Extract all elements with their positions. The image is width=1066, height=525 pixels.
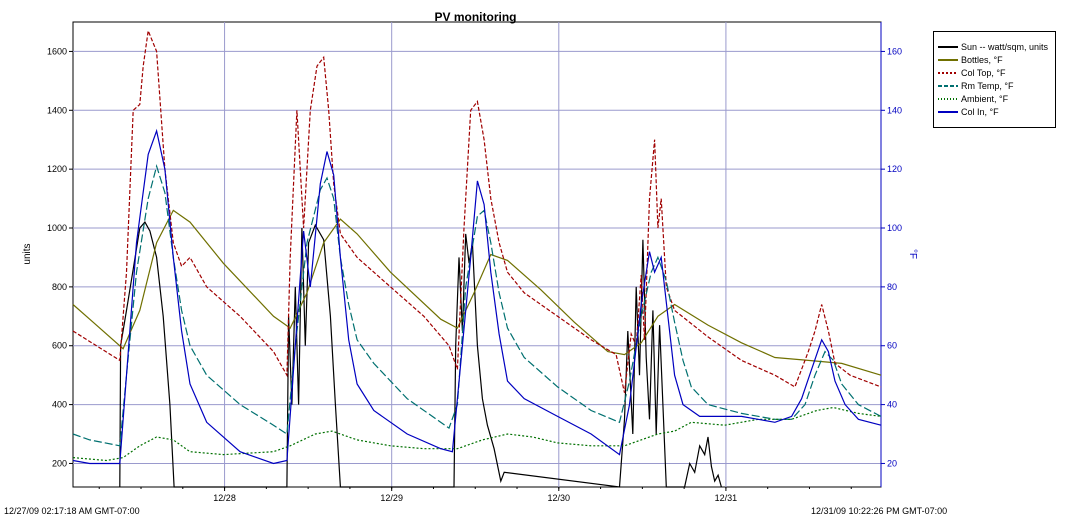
legend-label-col-in: Col In, °F — [961, 106, 999, 117]
series-line-2 — [72, 28, 882, 393]
axes: 200 400 600 800 1000 1200 1400 1600 20 40 60 80 100 1… — [47, 22, 902, 503]
legend-swatch-sun — [938, 45, 958, 48]
series-lines — [72, 28, 882, 488]
x-tick-label-0: 12/28 — [213, 493, 236, 503]
series-line-4 — [72, 406, 882, 462]
x-tick-label-1: 12/29 — [380, 493, 403, 503]
y-right-tick-label-0: 20 — [887, 458, 897, 468]
y-right-tick-label-5: 120 — [887, 164, 902, 174]
legend-label-ambient: Ambient, °F — [961, 93, 1009, 104]
y-right-tick-label-2: 60 — [887, 341, 897, 351]
y-left-tick-label-2: 600 — [52, 341, 67, 351]
y-right-tick-label-4: 100 — [887, 223, 902, 233]
y-left-tick-label-7: 1600 — [47, 46, 67, 56]
legend-label-sun: Sun -- watt/sqm, units — [961, 41, 1049, 52]
end-timestamp: 12/31/09 10:22:26 PM GMT-07:00 — [811, 506, 948, 516]
gridlines — [73, 22, 881, 487]
y-right-tick-label-7: 160 — [887, 46, 902, 56]
legend-label-rm-temp: Rm Temp, °F — [961, 80, 1014, 91]
legend-label-col-top: Col Top, °F — [961, 67, 1006, 78]
legend-item-bottles: Bottles, °F — [938, 54, 1003, 65]
chart-title: PV monitoring — [434, 10, 517, 24]
y-left-tick-label-1: 400 — [52, 400, 67, 410]
y-right-tick-label-6: 140 — [887, 105, 902, 115]
y-left-tick-label-3: 800 — [52, 282, 67, 292]
legend-item-rm-temp: Rm Temp, °F — [938, 80, 1013, 91]
legend-swatch-col-top — [938, 71, 958, 74]
legend-swatch-bottles — [938, 58, 958, 61]
y-axis-right-label: °F — [907, 249, 918, 259]
y-axis-left-label: units — [22, 243, 33, 264]
y-left-tick-label-0: 200 — [52, 458, 67, 468]
plot-area — [72, 21, 882, 488]
series-line-1 — [72, 209, 882, 376]
legend-item-col-in: Col In, °F — [938, 106, 999, 117]
legend: Sun -- watt/sqm, units Bottles, °F Col T… — [933, 31, 1056, 128]
x-tick-label-3: 12/31 — [715, 493, 738, 503]
y-left-tick-label-6: 1400 — [47, 105, 67, 115]
y-right-tick-label-3: 80 — [887, 282, 897, 292]
legend-item-col-top: Col Top, °F — [938, 67, 1005, 78]
legend-item-sun: Sun -- watt/sqm, units — [938, 41, 1048, 52]
start-timestamp: 12/27/09 02:17:18 AM GMT-07:00 — [4, 506, 140, 516]
legend-swatch-col-in — [938, 110, 958, 113]
x-tick-label-2: 12/30 — [548, 493, 571, 503]
series-line-5 — [72, 128, 882, 465]
legend-item-ambient: Ambient, °F — [938, 93, 1008, 104]
y-right-tick-label-1: 40 — [887, 400, 897, 410]
legend-label-bottles: Bottles, °F — [961, 54, 1003, 65]
y-left-tick-label-5: 1200 — [47, 164, 67, 174]
y-left-tick-label-4: 1000 — [47, 223, 67, 233]
legend-swatch-ambient — [938, 97, 958, 100]
legend-swatch-rm-temp — [938, 84, 958, 87]
